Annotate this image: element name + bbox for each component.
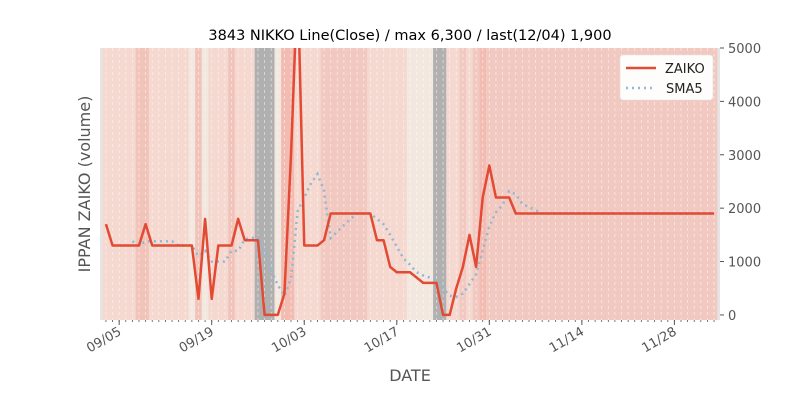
- background-band: [228, 48, 235, 320]
- background-band: [321, 48, 367, 320]
- background-band: [208, 48, 228, 320]
- background-band: [235, 48, 255, 320]
- y-tick-label: 5000: [728, 42, 761, 57]
- x-tick-label: 11/14: [547, 324, 587, 356]
- chart-title: 3843 NIKKO Line(Close) / max 6,300 / las…: [208, 28, 611, 44]
- background-band: [136, 48, 149, 320]
- background-band: [460, 48, 467, 320]
- y-axis-label: IPPAN ZAIKO (volume): [75, 96, 94, 273]
- x-tick-label: 09/05: [84, 324, 124, 356]
- legend-sma-label: SMA5: [666, 82, 703, 97]
- x-tick-label: 10/03: [269, 324, 309, 356]
- background-band: [446, 48, 459, 320]
- x-tick-label: 10/31: [454, 324, 494, 356]
- background-band: [294, 48, 320, 320]
- background-band: [367, 48, 407, 320]
- y-axis: 0 1000 2000 3000 4000 5000: [720, 42, 761, 324]
- y-tick-label: 1000: [728, 256, 761, 271]
- y-tick-label: 0: [728, 309, 736, 324]
- y-tick-label: 3000: [728, 149, 761, 164]
- background-band: [255, 48, 275, 320]
- x-axis-label: DATE: [389, 366, 431, 385]
- background-band: [202, 48, 209, 320]
- legend-zaiko-label: ZAIKO: [665, 62, 705, 77]
- x-axis: 09/05 09/19 10/03 10/17 10/31 11/14 11/28: [84, 320, 714, 356]
- x-tick-label: 11/28: [639, 324, 679, 356]
- x-tick-label: 10/17: [362, 324, 402, 356]
- legend: ZAIKO SMA5: [620, 55, 713, 100]
- background-band: [189, 48, 196, 320]
- background-band: [149, 48, 189, 320]
- background-band: [103, 48, 136, 320]
- background-band: [274, 48, 281, 320]
- y-tick-label: 4000: [728, 95, 761, 110]
- x-tick-label: 09/19: [177, 324, 217, 356]
- y-tick-label: 2000: [728, 202, 761, 217]
